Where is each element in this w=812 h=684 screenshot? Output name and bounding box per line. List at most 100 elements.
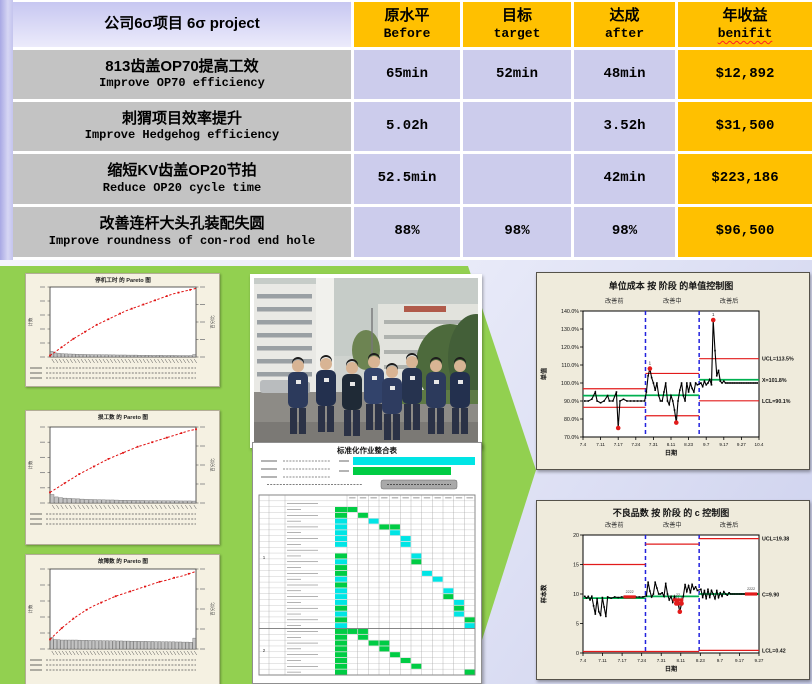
svg-text:7.24: 7.24 (631, 442, 640, 447)
row1-target: 52min (463, 50, 571, 99)
row4-target-value: 98% (504, 223, 530, 240)
header-target-en: target (493, 25, 541, 41)
svg-text:9.7: 9.7 (703, 442, 710, 447)
svg-text:1: 1 (677, 595, 680, 600)
row2-target (463, 102, 571, 151)
svg-text:7.4: 7.4 (580, 442, 587, 447)
svg-text:8.11: 8.11 (667, 442, 676, 447)
svg-text:9.27: 9.27 (755, 658, 764, 663)
row3-benefit: $223,186 (678, 154, 812, 204)
svg-text:改善前: 改善前 (605, 297, 624, 305)
svg-text:改善后: 改善后 (720, 297, 739, 305)
row2-benefit: $31,500 (678, 102, 812, 151)
svg-text:7.17: 7.17 (614, 442, 623, 447)
svg-text:1: 1 (675, 595, 678, 600)
svg-text:2222: 2222 (626, 590, 634, 594)
row4-benefit: $96,500 (678, 207, 812, 257)
row4-after: 98% (574, 207, 675, 257)
row3-before: 52.5min (354, 154, 460, 204)
row1-before: 65min (354, 50, 460, 99)
svg-text:计数: 计数 (27, 317, 34, 326)
svg-text:计数: 计数 (27, 604, 34, 613)
row1-after-value: 48min (603, 65, 646, 82)
svg-text:1: 1 (712, 312, 715, 317)
svg-text:计数: 计数 (27, 460, 34, 469)
header-after-en: after (604, 25, 644, 41)
table-row-label: 刺猬项目效率提升 Improve Hedgehog efficiency (13, 102, 351, 151)
row3-name-en: Reduce OP20 cycle time (102, 180, 262, 195)
row3-target (463, 154, 571, 204)
row1-before-value: 65min (385, 65, 428, 82)
header-before: 原水平 Before (354, 2, 460, 47)
table-row-label: 缩短KV齿盖OP20节拍 Reduce OP20 cycle time (13, 154, 351, 204)
svg-text:1: 1 (263, 555, 266, 560)
svg-text:7.24: 7.24 (637, 658, 646, 663)
svg-text:9.27: 9.27 (737, 442, 746, 447)
svg-text:9.17: 9.17 (719, 442, 728, 447)
svg-text:20: 20 (573, 533, 579, 539)
results-table: 公司6σ项目 6σ project 原水平 Before 目标 target 达… (13, 2, 812, 257)
svg-text:不良品数 按 阶段 的 c 控制图: 不良品数 按 阶段 的 c 控制图 (613, 507, 730, 518)
svg-text:改善中: 改善中 (663, 521, 682, 529)
row1-benefit: $12,892 (678, 50, 812, 99)
row4-before: 88% (354, 207, 460, 257)
svg-text:百分比: 百分比 (209, 315, 216, 329)
row2-before: 5.02h (354, 102, 460, 151)
header-project-label: 公司6σ项目 6σ project (104, 15, 260, 33)
svg-text:1: 1 (679, 604, 682, 609)
table-row-label: 813齿盖OP70提高工效 Improve OP70 efficiency (13, 50, 351, 99)
svg-text:100.0%: 100.0% (561, 381, 579, 387)
row4-target: 98% (463, 207, 571, 257)
svg-text:C=9.90: C=9.90 (762, 593, 779, 599)
pareto-chart-1: 停机工时 的 Pareto 图计数 百分比 (25, 273, 220, 387)
svg-text:百分比: 百分比 (209, 602, 216, 616)
svg-text:标准化作业整合表: 标准化作业整合表 (336, 445, 397, 455)
svg-text:5: 5 (576, 622, 579, 628)
row3-name-zh: 缩短KV齿盖OP20节拍 (107, 162, 257, 180)
svg-text:8.23: 8.23 (684, 442, 693, 447)
row2-name-en: Improve Hedgehog efficiency (84, 128, 280, 143)
svg-text:10.4: 10.4 (755, 442, 764, 447)
pareto-chart-2: 损工数 的 Pareto 图计数 百分比 (25, 410, 220, 545)
svg-text:90.0%: 90.0% (564, 399, 579, 405)
svg-text:X=101.8%: X=101.8% (762, 378, 787, 384)
svg-text:8.11: 8.11 (676, 658, 685, 663)
row1-target-value: 52min (495, 65, 538, 82)
svg-text:样本数: 样本数 (540, 584, 548, 603)
svg-text:120.0%: 120.0% (561, 345, 579, 351)
header-after-zh: 达成 (609, 7, 640, 24)
header-project: 公司6σ项目 6σ project (13, 2, 351, 47)
header-benefit-zh: 年收益 (722, 7, 768, 24)
svg-text:日期: 日期 (665, 665, 677, 673)
row2-after-value: 3.52h (603, 117, 646, 134)
control-chart-defects: 不良品数 按 阶段 的 c 控制图 改善前 改善中 改善后 20 15 10 5 0 7.4 7.1… (536, 500, 810, 680)
row4-benefit-value: $96,500 (715, 223, 775, 240)
svg-text:7.11: 7.11 (596, 442, 605, 447)
svg-text:8.23: 8.23 (696, 658, 705, 663)
svg-text:停机工时 的 Pareto 图: 停机工时 的 Pareto 图 (95, 276, 151, 284)
row3-after-value: 42min (603, 170, 646, 187)
row1-name-zh: 813齿盖OP70提高工效 (105, 57, 259, 75)
row1-name-en: Improve OP70 efficiency (99, 76, 265, 91)
team-photo (250, 274, 482, 448)
svg-text:UCL=19.38: UCL=19.38 (762, 537, 789, 543)
svg-text:百分比: 百分比 (209, 458, 216, 472)
svg-text:22: 22 (676, 593, 680, 597)
svg-text:日期: 日期 (665, 449, 677, 457)
svg-text:LCL=0.42: LCL=0.42 (762, 649, 786, 655)
row4-after-value: 98% (611, 223, 638, 240)
svg-text:LCL=90.1%: LCL=90.1% (762, 399, 791, 405)
svg-text:1: 1 (675, 415, 678, 420)
svg-text:140.0%: 140.0% (561, 309, 579, 315)
header-before-en: Before (383, 25, 431, 41)
row3-after: 42min (574, 154, 675, 204)
header-after: 达成 after (574, 2, 675, 47)
row2-benefit-value: $31,500 (715, 117, 775, 134)
row2-before-value: 5.02h (385, 117, 428, 134)
pareto-chart-3: 故障数 的 Pareto 图计数 百分比 (25, 554, 220, 684)
row2-after: 3.52h (574, 102, 675, 151)
header-benefit-en: benifit (717, 25, 773, 41)
bottom-collage: 停机工时 的 Pareto 图计数 百分比 损工数 的 Pareto 图计数 百分比… (0, 260, 812, 684)
left-margin-strip (0, 0, 13, 260)
